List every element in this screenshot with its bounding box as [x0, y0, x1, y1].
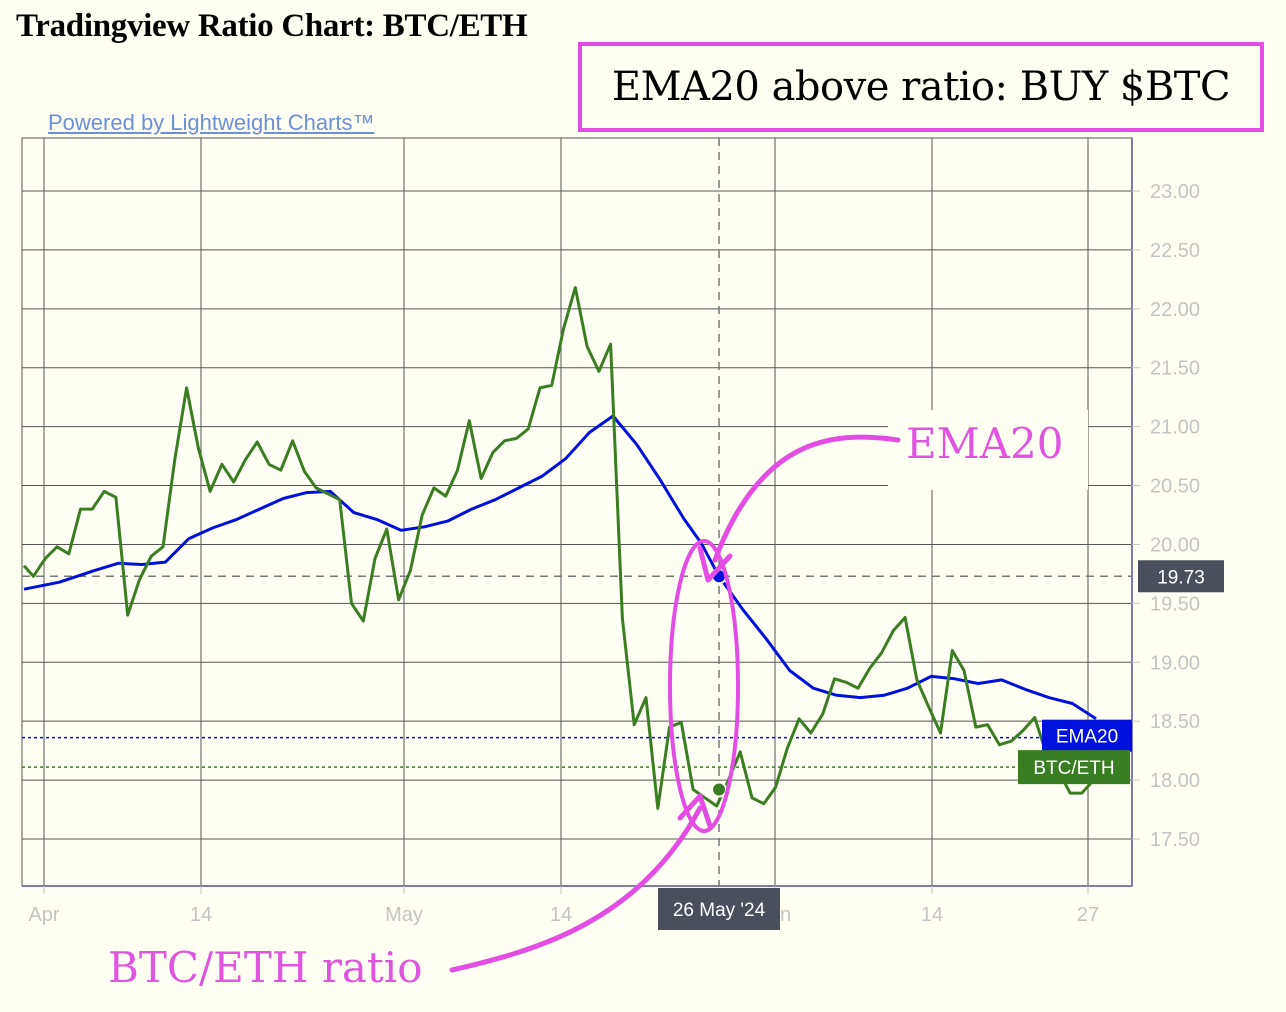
- ratio-crosshair-marker: [711, 781, 728, 798]
- ratio-last-value-tag: BTC/ETH: [1018, 750, 1130, 785]
- crosshair-date-tag: 26 May '24: [658, 888, 781, 930]
- price-tick-label: 18.00: [1150, 770, 1200, 792]
- time-tick-label: 27: [1077, 904, 1099, 926]
- time-tick-label: 14: [921, 904, 943, 926]
- price-tick-label: 20.00: [1150, 534, 1200, 556]
- ema-annotation-arrow: [712, 434, 901, 563]
- btc-eth-series-line: [22, 286, 1095, 810]
- crosshair-value-label: 19.73: [1157, 567, 1205, 588]
- price-tick-label: 18.50: [1150, 711, 1200, 733]
- page-title: Tradingview Ratio Chart: BTC/ETH: [16, 8, 528, 44]
- price-tick-label: 21.00: [1150, 417, 1200, 439]
- time-tick-label: 14: [550, 904, 572, 926]
- price-tick-label: 17.50: [1150, 829, 1200, 851]
- price-tick-label: 19.50: [1150, 593, 1200, 615]
- ratio-last-value-label: BTC/ETH: [1033, 758, 1114, 779]
- price-tick-label: 22.00: [1150, 299, 1200, 321]
- price-tick-label: 22.50: [1150, 240, 1200, 262]
- ema-annotation-label: EMA20: [906, 419, 1063, 468]
- chart-background: [22, 138, 1224, 940]
- ema-last-value-label: EMA20: [1056, 727, 1118, 748]
- ema-annotation-backdrop: [888, 410, 1088, 490]
- powered-by-link[interactable]: Powered by Lightweight Charts™: [48, 110, 375, 135]
- time-tick-label: Apr: [28, 904, 59, 926]
- ema-last-value-tag: EMA20: [1042, 719, 1132, 752]
- time-tick-label: 14: [190, 904, 212, 926]
- crosshair-value-tag: 19.73: [1138, 560, 1224, 593]
- headline-box: EMA20 above ratio: BUY $BTC: [578, 42, 1264, 132]
- crosshair-date-label: 26 May '24: [673, 900, 766, 921]
- price-tick-label: 21.50: [1150, 358, 1200, 380]
- ratio-annotation-label: BTC/ETH ratio: [108, 943, 423, 992]
- price-tick-label: 19.00: [1150, 652, 1200, 674]
- headline-text: EMA20 above ratio: BUY $BTC: [611, 64, 1231, 110]
- ratio-annotation-arrowhead: [677, 793, 713, 829]
- ratio-annotation-arrow: [449, 805, 703, 973]
- price-axis: 23.00 22.50 22.00 21.50 21.00 20.50 20.00 19.50…: [1132, 181, 1200, 851]
- time-tick-label: May: [385, 904, 423, 926]
- price-tick-label: 23.00: [1150, 181, 1200, 203]
- price-tick-label: 20.50: [1150, 476, 1200, 498]
- time-axis: Apr14May14Jun1427: [28, 886, 1099, 926]
- highlight-ellipse: [668, 539, 740, 833]
